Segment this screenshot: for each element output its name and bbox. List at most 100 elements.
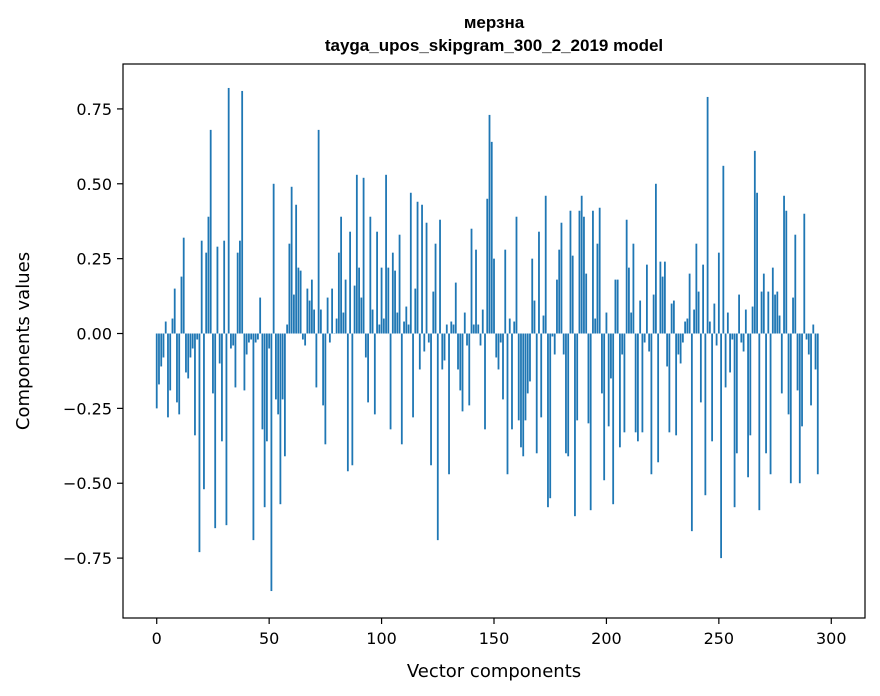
bar-248 [713,303,716,334]
bar-182 [565,333,567,454]
bar-280 [785,210,788,334]
bar-94 [367,333,369,403]
bar-244 [704,333,707,496]
bar-229 [670,303,673,334]
bar-283 [792,297,794,334]
bar-39 [243,333,246,391]
bar-118 [421,204,423,334]
bar-270 [762,273,765,334]
bar-159 [513,321,516,334]
bar-184 [569,210,572,334]
bar-74 [322,333,325,406]
bar-71 [315,333,318,388]
bar-234 [681,333,684,343]
bar-281 [787,333,790,415]
bar-58 [286,324,289,334]
bar-120 [425,222,428,334]
bar-123 [432,291,435,334]
bar-207 [621,333,624,355]
bar-197 [598,207,601,334]
bar-59 [288,243,291,334]
bar-136 [461,333,464,412]
bar-204 [614,279,617,334]
bar-2 [160,333,163,367]
bar-185 [571,255,574,334]
bar-225 [661,276,664,334]
bar-139 [468,333,471,406]
bar-200 [605,312,608,334]
bar-133 [454,282,457,334]
bar-243 [702,264,705,334]
bar-114 [412,333,414,418]
bar-149 [490,141,493,334]
bar-240 [695,243,698,334]
bar-67 [306,288,309,334]
bar-60 [290,186,293,334]
bar-192 [587,333,590,424]
bar-151 [495,333,498,358]
bar-33 [230,333,232,349]
bar-46 [259,297,262,334]
bar-146 [484,333,486,430]
bar-53 [274,333,277,400]
bar-86 [349,231,351,334]
bar-51 [270,333,273,592]
bar-249 [715,333,718,346]
y-tick-label: −0.50 [63,474,112,493]
bar-34 [232,333,235,346]
bar-70 [313,309,316,334]
bar-231 [675,333,678,436]
bar-220 [650,333,653,475]
bar-147 [486,198,489,334]
bar-41 [248,333,250,343]
bar-287 [801,333,803,427]
bar-209 [625,219,628,334]
bar-140 [470,228,473,334]
bar-143 [477,324,480,334]
bar-290 [807,333,810,355]
bar-57 [283,333,286,457]
bar-221 [652,294,655,334]
bar-241 [697,291,700,334]
bar-135 [459,333,462,391]
bar-87 [351,333,354,466]
bar-13 [185,333,187,373]
bar-278 [780,333,783,394]
chart-subtitle: tayga_upos_skipgram_300_2_2019 model [325,36,663,55]
bar-76 [326,297,329,334]
bar-286 [798,333,801,484]
bar-153 [499,333,502,343]
bar-203 [612,333,615,505]
x-tick-label: 150 [479,629,510,648]
bar-75 [324,333,327,445]
bar-201 [607,333,610,427]
bar-26 [214,333,217,529]
bar-132 [452,324,455,334]
bar-214 [637,333,639,442]
bar-122 [430,333,432,466]
bar-218 [645,264,648,334]
bar-1 [158,333,160,385]
bar-44 [254,333,257,343]
bar-223 [657,333,660,463]
bar-4 [164,321,167,334]
bar-90 [358,267,360,334]
bar-45 [257,333,259,340]
bar-275 [774,294,776,334]
bar-279 [783,195,785,334]
bar-165 [526,333,529,394]
bar-8 [173,288,176,334]
bar-42 [250,333,253,340]
bar-211 [630,312,633,334]
bar-232 [677,333,680,355]
y-axis-label: Components values [13,252,34,430]
bar-72 [317,129,320,334]
bar-163 [522,333,525,457]
y-axis-ticks: −0.75 −0.50 −0.25 0.00 0.25 0.50 0.75 [63,100,123,568]
bar-284 [794,234,797,334]
bar-176 [551,333,554,337]
bar-101 [382,318,385,334]
bar-20 [200,240,203,334]
bar-10 [178,333,181,415]
bar-233 [679,333,682,364]
